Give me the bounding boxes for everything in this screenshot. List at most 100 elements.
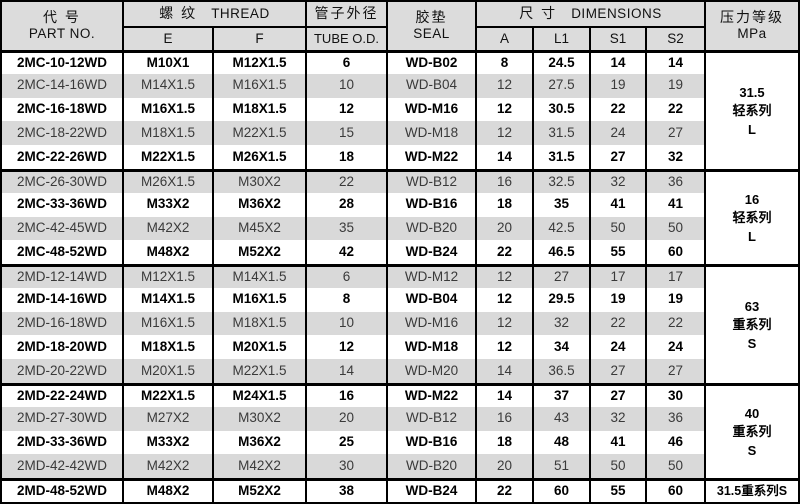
cell-thread-e: M20X1.5 bbox=[124, 359, 214, 384]
cell-dim-s2: 60 bbox=[647, 478, 706, 502]
header-col-f: F bbox=[214, 26, 307, 50]
cell-seal: WD-M18 bbox=[388, 335, 477, 360]
cell-seal: WD-M16 bbox=[388, 97, 477, 122]
cell-dim-a: 12 bbox=[477, 121, 534, 146]
cell-dim-l1: 34 bbox=[534, 335, 591, 360]
cell-thread-f: M22X1.5 bbox=[214, 359, 307, 384]
cell-dim-l1: 27.5 bbox=[534, 73, 591, 98]
cell-tube-od: 16 bbox=[307, 383, 388, 407]
cell-part-no: 2MC-33-36WD bbox=[2, 192, 124, 217]
cell-dim-s1: 50 bbox=[591, 454, 647, 479]
cell-part-no: 2MC-10-12WD bbox=[2, 50, 124, 74]
pressure-class-cell: 31.5重系列S bbox=[706, 478, 798, 502]
header-part-no: 代 号 PART NO. bbox=[2, 2, 124, 50]
cell-dim-s2: 36 bbox=[647, 168, 706, 193]
cell-tube-od: 18 bbox=[307, 145, 388, 169]
cell-dim-s1: 55 bbox=[591, 478, 647, 502]
header-seal-zh: 胶垫 bbox=[415, 8, 448, 25]
header-col-a: A bbox=[477, 26, 534, 50]
cell-dim-s1: 50 bbox=[591, 216, 647, 241]
cell-dim-l1: 24.5 bbox=[534, 50, 591, 74]
cell-thread-e: M27X2 bbox=[124, 406, 214, 431]
cell-part-no: 2MC-16-18WD bbox=[2, 97, 124, 122]
cell-seal: WD-M18 bbox=[388, 121, 477, 146]
cell-thread-e: M10X1 bbox=[124, 50, 214, 74]
pressure-class-line: S bbox=[747, 335, 757, 351]
cell-dim-s2: 22 bbox=[647, 97, 706, 122]
cell-dim-a: 8 bbox=[477, 50, 534, 74]
cell-thread-f: M16X1.5 bbox=[214, 73, 307, 98]
cell-dim-s2: 22 bbox=[647, 311, 706, 336]
header-col-s2: S2 bbox=[647, 26, 706, 50]
header-pressure-en: MPa bbox=[737, 26, 767, 42]
cell-thread-f: M16X1.5 bbox=[214, 287, 307, 312]
cell-thread-e: M14X1.5 bbox=[124, 287, 214, 312]
header-seal: 胶垫 SEAL bbox=[388, 2, 477, 50]
cell-dim-s1: 27 bbox=[591, 383, 647, 407]
header-col-e: E bbox=[124, 26, 214, 50]
cell-seal: WD-M22 bbox=[388, 145, 477, 169]
cell-thread-e: M42X2 bbox=[124, 216, 214, 241]
cell-dim-a: 12 bbox=[477, 335, 534, 360]
cell-thread-f: M36X2 bbox=[214, 192, 307, 217]
cell-dim-s1: 24 bbox=[591, 121, 647, 146]
cell-part-no: 2MD-14-16WD bbox=[2, 287, 124, 312]
cell-dim-l1: 43 bbox=[534, 406, 591, 431]
cell-seal: WD-M16 bbox=[388, 311, 477, 336]
cell-dim-s1: 19 bbox=[591, 73, 647, 98]
pressure-class-line: 重系列 bbox=[732, 424, 772, 440]
cell-dim-a: 12 bbox=[477, 97, 534, 122]
pressure-class-cell: 40 重系列 S bbox=[706, 383, 798, 479]
pressure-class-line: 重系列 bbox=[732, 317, 772, 333]
cell-thread-e: M14X1.5 bbox=[124, 73, 214, 98]
cell-part-no: 2MD-33-36WD bbox=[2, 430, 124, 455]
pressure-class-line: 31.5 bbox=[739, 84, 765, 100]
cell-seal: WD-B16 bbox=[388, 192, 477, 217]
cell-dim-s2: 14 bbox=[647, 50, 706, 74]
cell-thread-f: M52X2 bbox=[214, 240, 307, 265]
cell-thread-e: M22X1.5 bbox=[124, 145, 214, 169]
pressure-class-line: L bbox=[748, 228, 756, 244]
cell-thread-f: M52X2 bbox=[214, 478, 307, 502]
cell-thread-f: M45X2 bbox=[214, 216, 307, 241]
cell-tube-od: 10 bbox=[307, 311, 388, 336]
cell-thread-f: M12X1.5 bbox=[214, 50, 307, 74]
cell-thread-e: M48X2 bbox=[124, 478, 214, 502]
cell-dim-a: 22 bbox=[477, 240, 534, 265]
cell-thread-f: M36X2 bbox=[214, 430, 307, 455]
pressure-class-cell: 63 重系列 S bbox=[706, 264, 798, 384]
cell-part-no: 2MD-42-42WD bbox=[2, 454, 124, 479]
header-thread-en: THREAD bbox=[211, 5, 270, 21]
cell-dim-l1: 60 bbox=[534, 478, 591, 502]
cell-tube-od: 10 bbox=[307, 73, 388, 98]
cell-thread-e: M12X1.5 bbox=[124, 264, 214, 288]
pressure-class-line: 31.5重系列S bbox=[716, 484, 788, 499]
cell-dim-a: 16 bbox=[477, 168, 534, 193]
cell-dim-s2: 19 bbox=[647, 287, 706, 312]
cell-dim-a: 14 bbox=[477, 383, 534, 407]
cell-dim-s2: 50 bbox=[647, 454, 706, 479]
cell-dim-s1: 55 bbox=[591, 240, 647, 265]
cell-tube-od: 14 bbox=[307, 359, 388, 384]
cell-tube-od: 12 bbox=[307, 335, 388, 360]
cell-dim-s1: 24 bbox=[591, 335, 647, 360]
pressure-class-line: S bbox=[747, 442, 757, 458]
cell-dim-s1: 32 bbox=[591, 406, 647, 431]
cell-thread-e: M16X1.5 bbox=[124, 311, 214, 336]
cell-tube-od: 8 bbox=[307, 287, 388, 312]
header-thread-zh: 螺 纹 bbox=[159, 5, 198, 22]
cell-dim-s1: 32 bbox=[591, 168, 647, 193]
cell-tube-od: 25 bbox=[307, 430, 388, 455]
cell-dim-s2: 30 bbox=[647, 383, 706, 407]
cell-dim-s1: 14 bbox=[591, 50, 647, 74]
cell-dim-l1: 32 bbox=[534, 311, 591, 336]
cell-dim-l1: 35 bbox=[534, 192, 591, 217]
header-tube-od-zh-text: 管子外径 bbox=[314, 5, 379, 22]
cell-part-no: 2MC-42-45WD bbox=[2, 216, 124, 241]
cell-dim-s1: 19 bbox=[591, 287, 647, 312]
cell-dim-s1: 41 bbox=[591, 430, 647, 455]
cell-tube-od: 12 bbox=[307, 97, 388, 122]
cell-dim-l1: 36.5 bbox=[534, 359, 591, 384]
cell-thread-e: M16X1.5 bbox=[124, 97, 214, 122]
cell-dim-l1: 42.5 bbox=[534, 216, 591, 241]
